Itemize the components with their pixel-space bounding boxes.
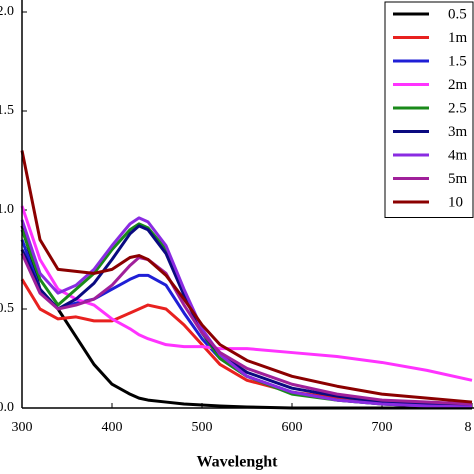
x-tick-label: 500: [192, 420, 213, 435]
legend-label: 2.5: [448, 100, 467, 116]
series-line: [20, 205, 473, 382]
legend-label: 0.5: [448, 6, 467, 22]
legend-label: 10: [448, 194, 463, 210]
series-line: [20, 216, 473, 409]
series-line: [20, 150, 473, 404]
x-tick-label: 300: [12, 420, 33, 435]
legend-label: 4m: [448, 147, 468, 163]
legend-label: 1.5: [448, 53, 467, 69]
y-tick-label: 0.0: [0, 400, 14, 415]
y-tick-label: 1.5: [0, 103, 14, 118]
legend-label: 2m: [448, 77, 468, 93]
x-tick-label: 700: [372, 420, 393, 435]
series-line: [20, 278, 473, 408]
legend-label: 1m: [448, 30, 468, 46]
y-tick-label: 1.0: [0, 202, 14, 217]
legend-label: 3m: [448, 124, 468, 140]
y-tick-label: 2.0: [0, 4, 14, 19]
x-tick-label: 400: [102, 420, 123, 435]
series-line: [20, 224, 473, 408]
legend-label: 5m: [448, 171, 468, 187]
x-tick-label: 8: [465, 420, 472, 435]
x-tick-label: 600: [282, 420, 303, 435]
y-tick-label: 0.5: [0, 301, 14, 316]
x-axis-label: Wavelenght: [197, 454, 279, 471]
series-line: [20, 239, 473, 409]
